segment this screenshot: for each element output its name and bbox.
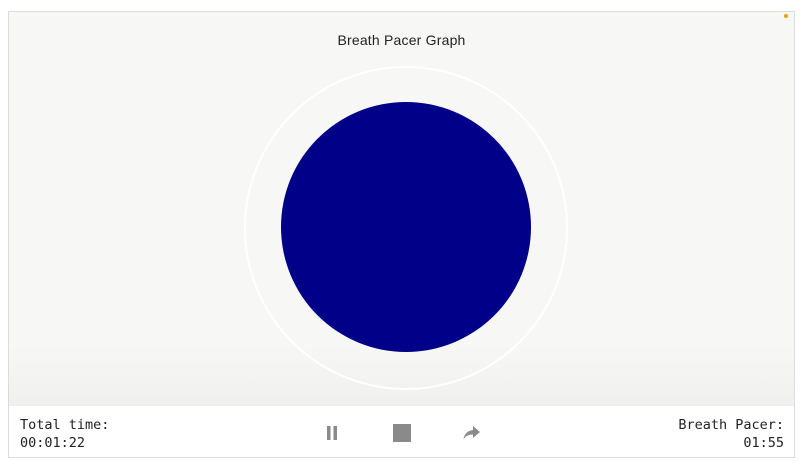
pause-icon [327,426,337,440]
total-time-block: Total time: 00:01:22 [20,416,109,452]
status-indicator-dot [784,14,788,18]
breath-pacer-label: Breath Pacer: [678,417,784,433]
total-time-label: Total time: [20,417,110,433]
breath-pacer-window: Breath Pacer Graph Total time: 00:01:22 [8,11,795,458]
page-title: Breath Pacer Graph [337,32,466,48]
breath-pacer-block: Breath Pacer: 01:55 [678,416,784,452]
breath-pacer-circle [281,102,531,352]
breath-pacer-value: 01:55 [743,435,784,451]
pacer-stage: Breath Pacer Graph [9,12,794,405]
forward-button[interactable] [459,420,485,446]
share-forward-icon [463,426,480,440]
total-time-value: 00:01:22 [20,435,86,451]
pause-button[interactable] [319,420,345,446]
stop-icon [393,424,411,442]
pacer-outer-ring [244,66,568,390]
footer-bar: Total time: 00:01:22 Breat [9,405,794,457]
playback-controls [319,420,485,446]
stop-button[interactable] [389,420,415,446]
